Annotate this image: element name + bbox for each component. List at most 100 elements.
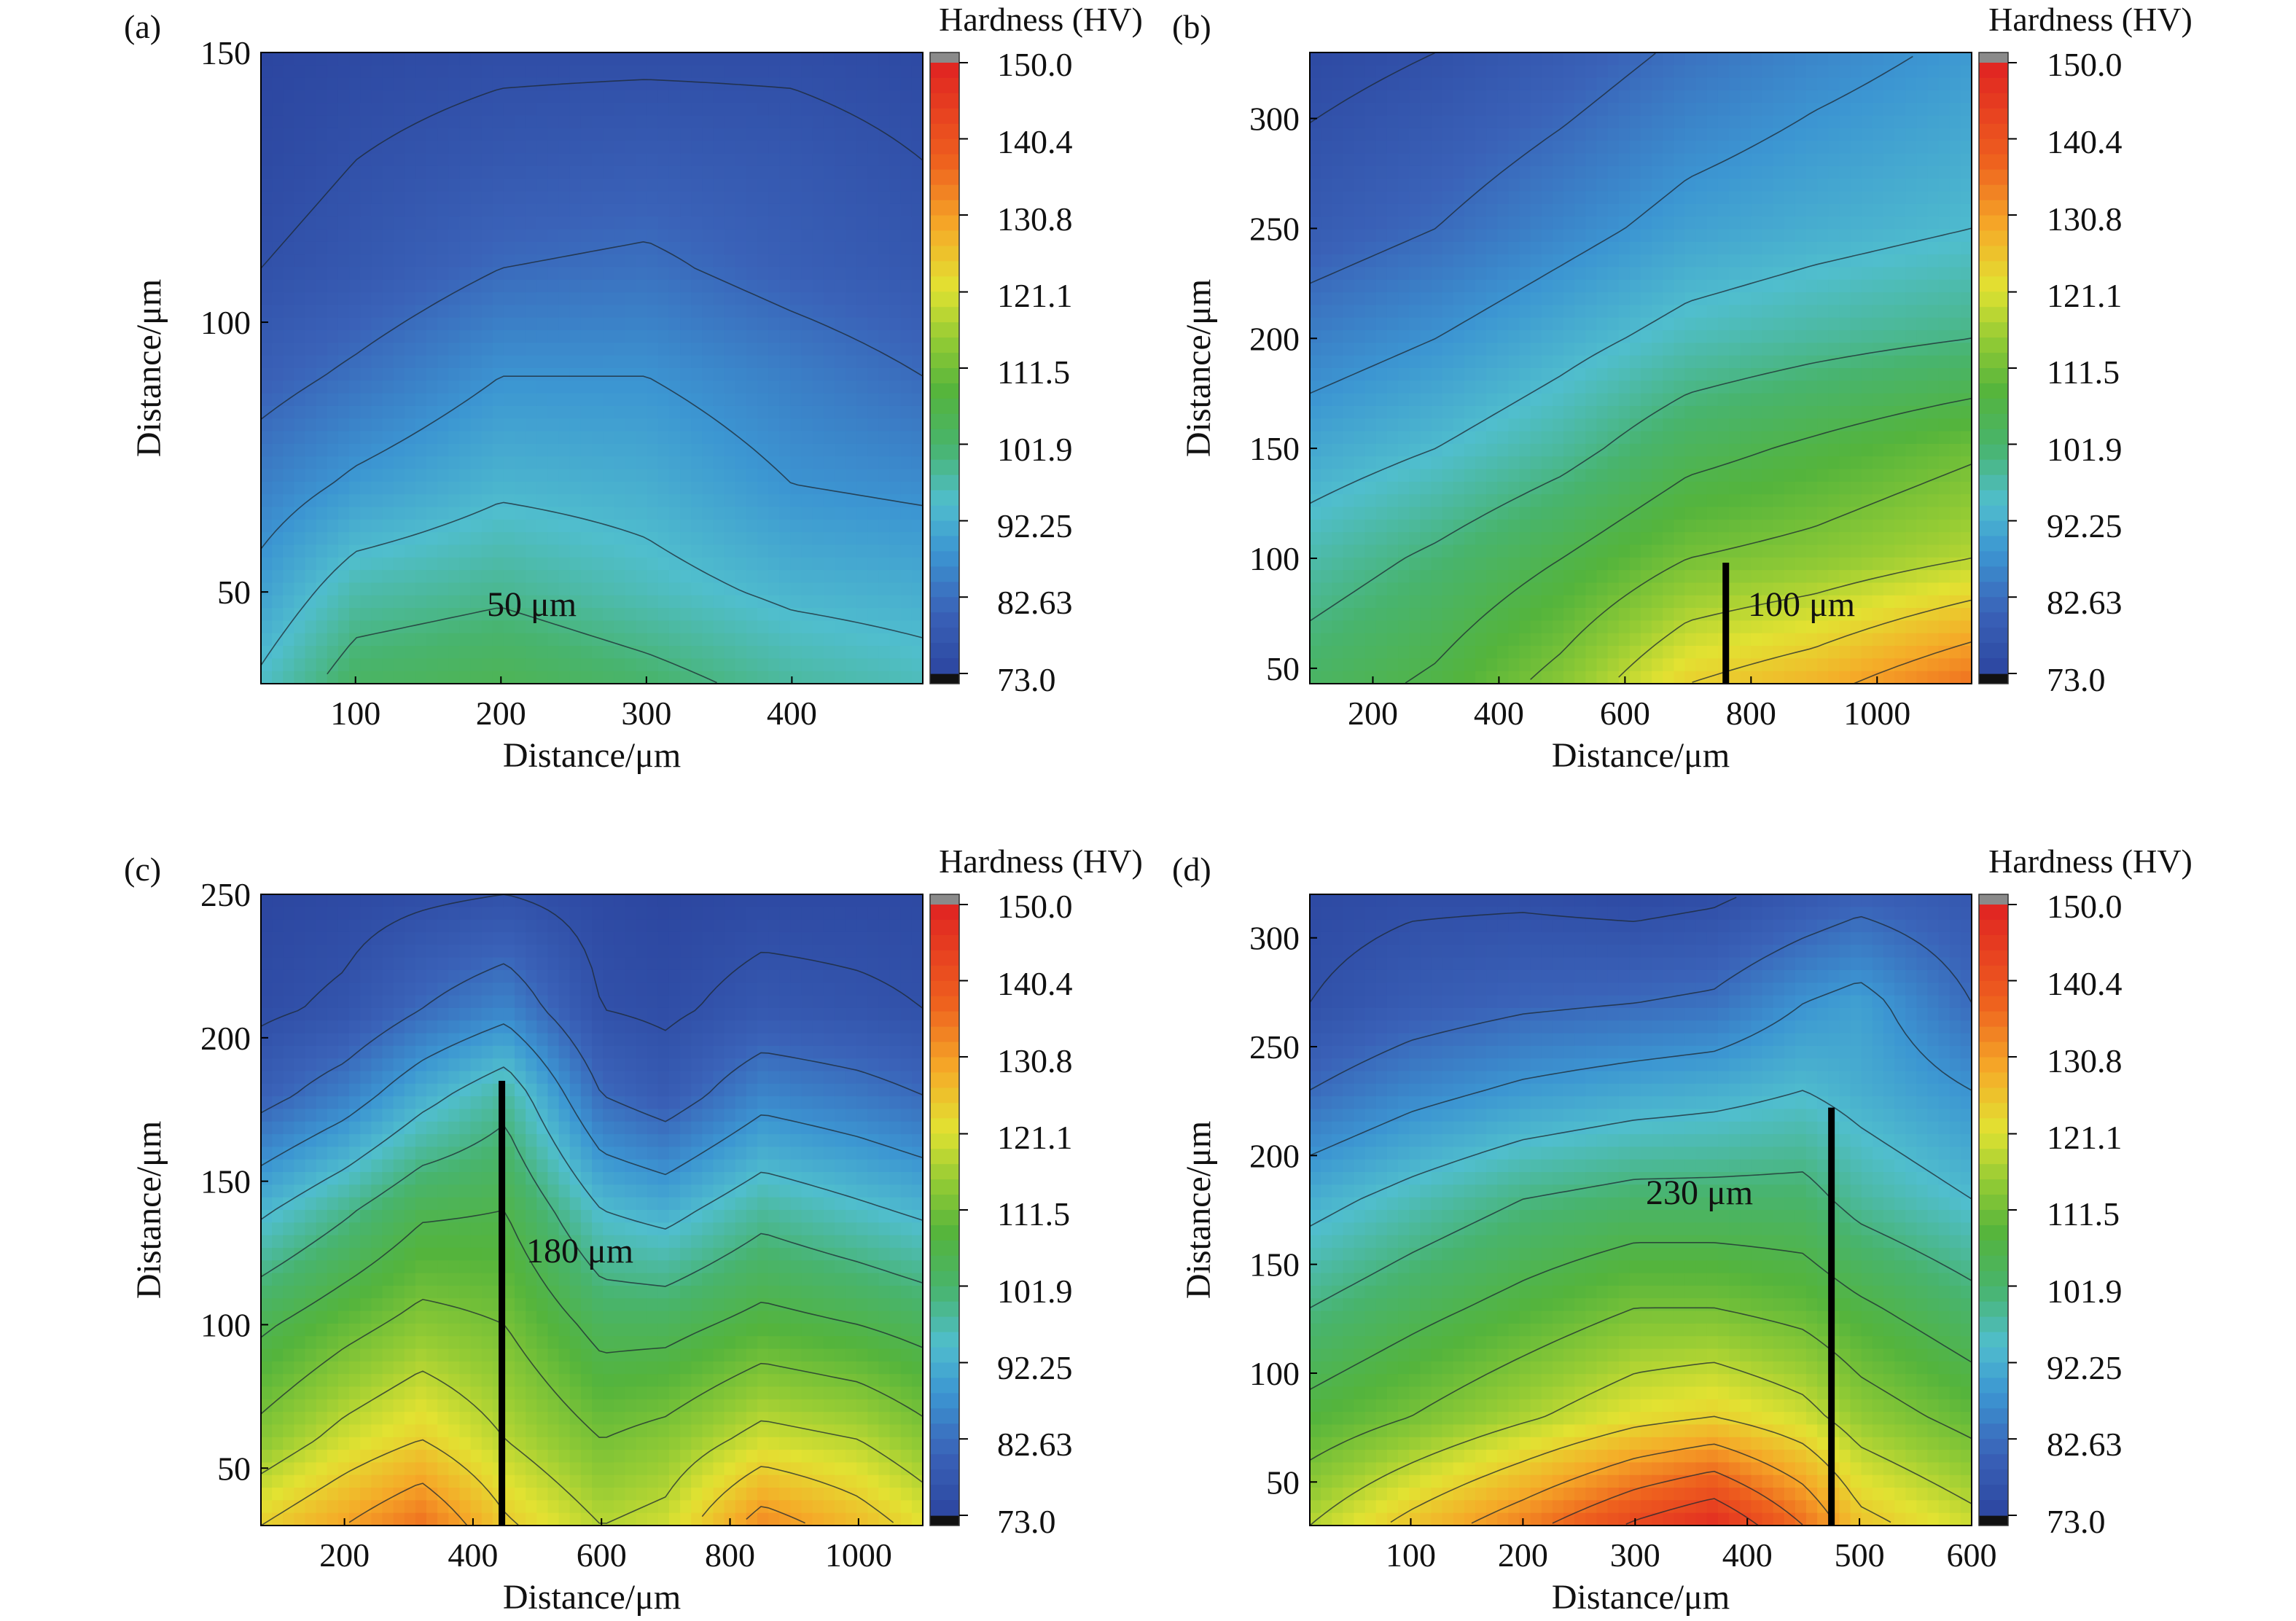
heatmap-cell [503, 443, 515, 457]
heatmap-cell [636, 267, 648, 281]
heatmap-cell [724, 481, 736, 495]
heatmap-cell [1927, 254, 1940, 268]
heatmap-cell [294, 292, 306, 305]
heatmap-cell [481, 254, 493, 268]
heatmap-cell [867, 65, 880, 79]
heatmap-cell [459, 165, 472, 179]
heatmap-cell [569, 128, 582, 141]
heatmap-cell [426, 241, 438, 255]
heatmap-cell [470, 646, 483, 659]
heatmap-cell [437, 456, 449, 470]
heatmap-cell [459, 179, 472, 192]
heatmap-cell [691, 229, 703, 243]
heatmap-cell [1684, 153, 1697, 167]
heatmap-cell [691, 570, 703, 584]
heatmap-cell [1927, 330, 1940, 343]
heatmap-cell [779, 292, 791, 305]
heatmap-cell [878, 393, 891, 407]
heatmap-cell [437, 608, 449, 621]
heatmap-cell [294, 52, 306, 66]
heatmap-cell [746, 343, 758, 356]
heatmap-cell [1596, 115, 1609, 129]
heatmap-cell [636, 582, 648, 596]
heatmap-cell [1751, 418, 1763, 432]
heatmap-cell [294, 380, 306, 394]
heatmap-cell [1453, 153, 1465, 167]
heatmap-cell [337, 393, 350, 407]
heatmap-cell [1762, 179, 1774, 192]
heatmap-cell [515, 658, 526, 672]
heatmap-cell [1806, 292, 1818, 305]
heatmap-cell [668, 267, 681, 281]
heatmap-cell [1398, 393, 1410, 407]
heatmap-cell [823, 570, 835, 584]
heatmap-cell [1475, 443, 1487, 457]
heatmap-cell [349, 128, 361, 141]
heatmap-cell [668, 115, 681, 129]
heatmap-cell [592, 229, 604, 243]
heatmap-cell [900, 469, 913, 483]
heatmap-cell [569, 103, 582, 117]
heatmap-cell [779, 115, 791, 129]
heatmap-cell [1740, 65, 1752, 79]
heatmap-cell [459, 633, 472, 647]
heatmap-cell [569, 65, 582, 79]
heatmap-cell [1607, 292, 1620, 305]
heatmap-cell [1883, 65, 1895, 79]
heatmap-cell [911, 254, 924, 268]
heatmap-cell [1916, 368, 1929, 381]
heatmap-cell [1717, 292, 1730, 305]
heatmap-cell [437, 241, 449, 255]
heatmap-cell [547, 608, 560, 621]
heatmap-cell [1663, 191, 1674, 205]
heatmap-cell [415, 165, 427, 179]
heatmap-cell [558, 532, 571, 546]
heatmap-cell [603, 141, 614, 155]
heatmap-cell [1442, 165, 1454, 179]
heatmap-cell [834, 582, 846, 596]
heatmap-cell [1574, 279, 1586, 293]
heatmap-cell [316, 355, 328, 369]
heatmap-cell [1861, 103, 1873, 117]
contour-line [260, 501, 924, 666]
heatmap-cell [691, 128, 703, 141]
heatmap-cell [1872, 267, 1884, 281]
heatmap-cell [592, 165, 604, 179]
heatmap-cell [1321, 115, 1332, 129]
heatmap-cell [558, 658, 571, 672]
heatmap-cell [779, 456, 791, 470]
heatmap-cell [1773, 241, 1785, 255]
heatmap-cell [735, 128, 747, 141]
heatmap-cell [492, 330, 504, 343]
colorbar-step [930, 490, 959, 507]
heatmap-cell [746, 52, 758, 66]
heatmap-cell [900, 646, 913, 659]
heatmap-cell [614, 418, 625, 432]
heatmap-cell [1321, 317, 1332, 331]
heatmap-cell [657, 216, 670, 230]
heatmap-cell [1519, 229, 1531, 243]
heatmap-cell [349, 570, 361, 584]
heatmap-cell [1386, 380, 1399, 394]
heatmap-cell [1386, 305, 1399, 319]
heatmap-cell [746, 279, 758, 293]
heatmap-cell [790, 418, 803, 432]
heatmap-cell [526, 368, 537, 381]
heatmap-cell [1618, 317, 1631, 331]
heatmap-cell [437, 481, 449, 495]
heatmap-cell [911, 418, 924, 432]
heatmap-cell [1872, 343, 1884, 356]
heatmap-cell [1354, 191, 1366, 205]
heatmap-cell [360, 203, 372, 217]
heatmap-cell [625, 620, 637, 634]
heatmap-cell [1321, 90, 1332, 103]
heatmap-cell [867, 620, 880, 634]
heatmap-cell [1663, 90, 1674, 103]
heatmap-cell [536, 620, 549, 634]
heatmap-cell [614, 393, 625, 407]
heatmap-cell [1519, 343, 1531, 356]
heatmap-cell [801, 141, 813, 155]
heatmap-cell [680, 608, 692, 621]
heatmap-cell [261, 279, 273, 293]
heatmap-cell [459, 355, 472, 369]
